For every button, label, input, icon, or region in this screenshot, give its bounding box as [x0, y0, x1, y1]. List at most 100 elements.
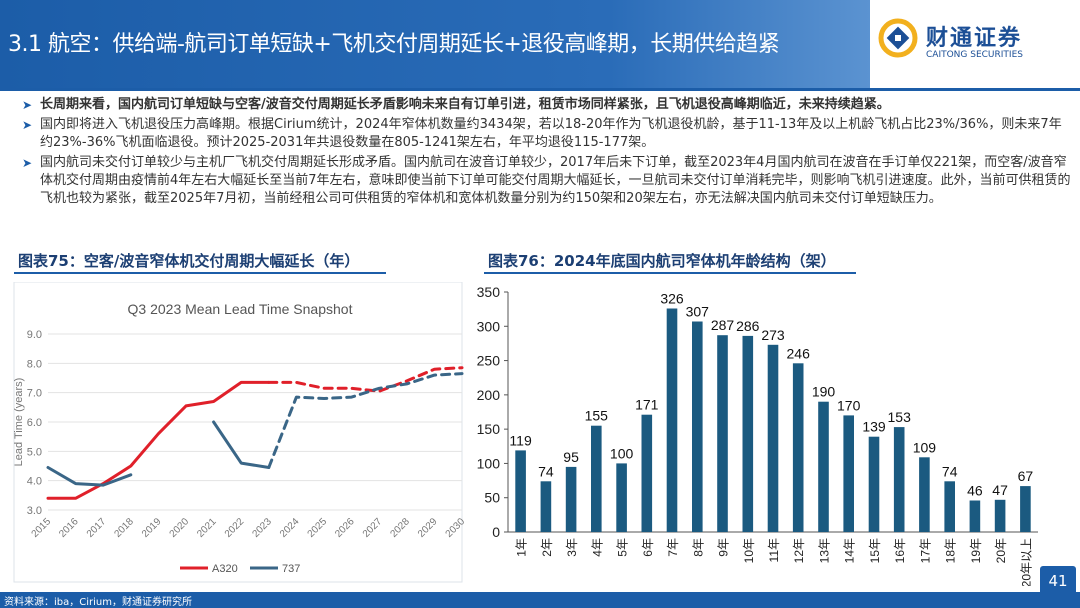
- y-tick-label: 250: [477, 353, 501, 369]
- bullet-text: 国内航司未交付订单较少与主机厂飞机交付周期延长形成矛盾。国内航司在波音订单较少，…: [40, 155, 1071, 206]
- bar: [868, 436, 880, 532]
- legend-a320-label: A320: [212, 563, 238, 575]
- figure-75-rule: [14, 272, 386, 274]
- page-number-box: 41: [1040, 566, 1076, 596]
- y-axis-label: Lead Time (years): [13, 378, 25, 467]
- x-tick-label: 13年: [818, 538, 832, 563]
- bar: [540, 481, 552, 532]
- bar: [565, 466, 577, 532]
- bullet-item: ➤ 国内航司未交付订单较少与主机厂飞机交付周期延长形成矛盾。国内航司在波音订单较…: [22, 154, 1072, 208]
- bar: [893, 427, 905, 532]
- x-tick-label: 20年以上: [1019, 538, 1033, 586]
- data-label: 307: [686, 304, 710, 320]
- y-tick-label: 150: [477, 421, 501, 437]
- bullet-item: ➤ 长周期来看，国内航司订单短缺与空客/波音交付周期延长矛盾影响未来自有订单引进…: [22, 96, 1072, 114]
- bullet-list: ➤ 长周期来看，国内航司订单短缺与空客/波音交付周期延长矛盾影响未来自有订单引进…: [22, 96, 1072, 210]
- figure-76-rule: [484, 272, 856, 274]
- bar: [969, 500, 981, 532]
- bar: [919, 457, 930, 532]
- bar: [818, 401, 829, 532]
- x-tick-label: 7年: [666, 538, 680, 557]
- chart-title: Q3 2023 Mean Lead Time Snapshot: [128, 301, 353, 317]
- y-tick-label: 9.0: [27, 329, 42, 341]
- x-tick-label: 11年: [767, 538, 781, 562]
- lead-time-line-chart: Q3 2023 Mean Lead Time Snapshot 3.0 4.0 5.0…: [13, 282, 467, 583]
- x-tick-label: 3年: [565, 538, 579, 557]
- slide-footer: 资料来源：iba，Cirium，财通证券研究所: [0, 592, 1080, 608]
- bullet-text: 长周期来看，国内航司订单短缺与空客/波音交付周期延长矛盾影响未来自有订单引进，租…: [40, 97, 890, 112]
- chart-frame: [13, 282, 463, 583]
- data-label: 171: [635, 397, 659, 413]
- y-tick-label: 3.0: [27, 505, 42, 517]
- age-structure-bar-chart: 0 50 100 150 200 250 300 350 119 1年 74 2年 95 3年 155 4年 1…: [477, 284, 1038, 586]
- x-tick-label: 5年: [616, 538, 630, 557]
- bar: [641, 414, 653, 532]
- bullet-arrow-icon: ➤: [22, 98, 33, 112]
- bar: [994, 499, 1006, 532]
- x-tick-label: 15年: [868, 538, 882, 563]
- x-tick-label: 9年: [717, 538, 731, 557]
- b737-actual-line: [46, 466, 133, 487]
- x-tick-label: 4年: [590, 538, 604, 557]
- logo-name-en: CAITONG SECURITIES: [926, 50, 1023, 60]
- x-tick-label: 19年: [969, 538, 983, 563]
- x-tick-label: 8年: [691, 538, 705, 557]
- company-logo: 财通证券 CAITONG SECURITIES: [874, 16, 1074, 68]
- bullet-arrow-icon: ➤: [22, 156, 33, 170]
- x-tick-label: 18年: [944, 538, 958, 563]
- data-label: 287: [711, 317, 735, 333]
- x-tick-label: 10年: [742, 538, 756, 563]
- data-label: 74: [942, 463, 958, 479]
- y-tick-label: 350: [477, 284, 501, 300]
- x-tick-label: 16年: [893, 538, 907, 563]
- bar: [692, 321, 703, 532]
- data-label: 326: [660, 291, 684, 307]
- bar: [792, 363, 804, 532]
- data-label: 100: [610, 445, 634, 461]
- data-label: 109: [913, 439, 937, 455]
- bar: [944, 481, 955, 532]
- bar: [666, 308, 678, 532]
- b737-forecast-line: [267, 372, 464, 469]
- slide-header: 3.1 航空：供给端-航司订单短缺+飞机交付周期延长+退役高峰期，长期供给趋紧 …: [0, 0, 1080, 91]
- bar: [1020, 486, 1031, 532]
- y-tick-label: 100: [477, 455, 501, 471]
- bar: [767, 344, 779, 532]
- page-number: 41: [1048, 572, 1068, 590]
- logo-name-cn: 财通证券: [926, 26, 1023, 51]
- a320-actual-line: [46, 380, 271, 500]
- data-label: 119: [509, 432, 532, 448]
- data-label: 273: [761, 327, 785, 343]
- x-tick-label: 6年: [641, 538, 655, 557]
- figure-75-title: 图表75：空客/波音窄体机交付周期大幅延长（年）: [18, 252, 360, 270]
- bar: [717, 335, 728, 532]
- bullet-text: 国内即将进入飞机退役压力高峰期。根据Cirium统计，2024年窄体机数量约34…: [40, 117, 1062, 150]
- slide-title: 3.1 航空：供给端-航司订单短缺+飞机交付周期延长+退役高峰期，长期供给趋紧: [8, 32, 780, 57]
- bar: [843, 415, 854, 532]
- logo-icon: [878, 18, 918, 58]
- data-label: 155: [585, 408, 609, 424]
- bar: [742, 335, 754, 532]
- data-label: 246: [787, 345, 811, 361]
- x-tick-label: 1年: [515, 538, 529, 557]
- bar: [616, 463, 627, 532]
- b737-actual-line: [212, 420, 271, 469]
- a320-forecast-line: [267, 366, 464, 393]
- data-label: 95: [563, 449, 579, 465]
- data-label: 286: [736, 318, 760, 334]
- y-tick-label: 5.0: [27, 446, 42, 458]
- bar: [515, 450, 526, 532]
- data-label: 190: [812, 384, 836, 400]
- data-label: 153: [888, 409, 912, 425]
- y-tick-label: 4.0: [27, 476, 42, 488]
- bullet-item: ➤ 国内即将进入飞机退役压力高峰期。根据Cirium统计，2024年窄体机数量约…: [22, 116, 1072, 152]
- x-tick-label: 20年: [994, 538, 1008, 563]
- legend-737-label: 737: [282, 563, 300, 575]
- y-tick-label: 7.0: [27, 388, 42, 400]
- source-note: 资料来源：iba，Cirium，财通证券研究所: [4, 597, 192, 608]
- figure-76-title: 图表76：2024年底国内航司窄体机年龄结构（架）: [488, 252, 836, 270]
- bar: [591, 425, 602, 532]
- title-bar: 3.1 航空：供给端-航司订单短缺+飞机交付周期延长+退役高峰期，长期供给趋紧: [0, 0, 870, 88]
- x-tick-label: 2年: [540, 538, 554, 557]
- y-tick-label: 6.0: [27, 417, 42, 429]
